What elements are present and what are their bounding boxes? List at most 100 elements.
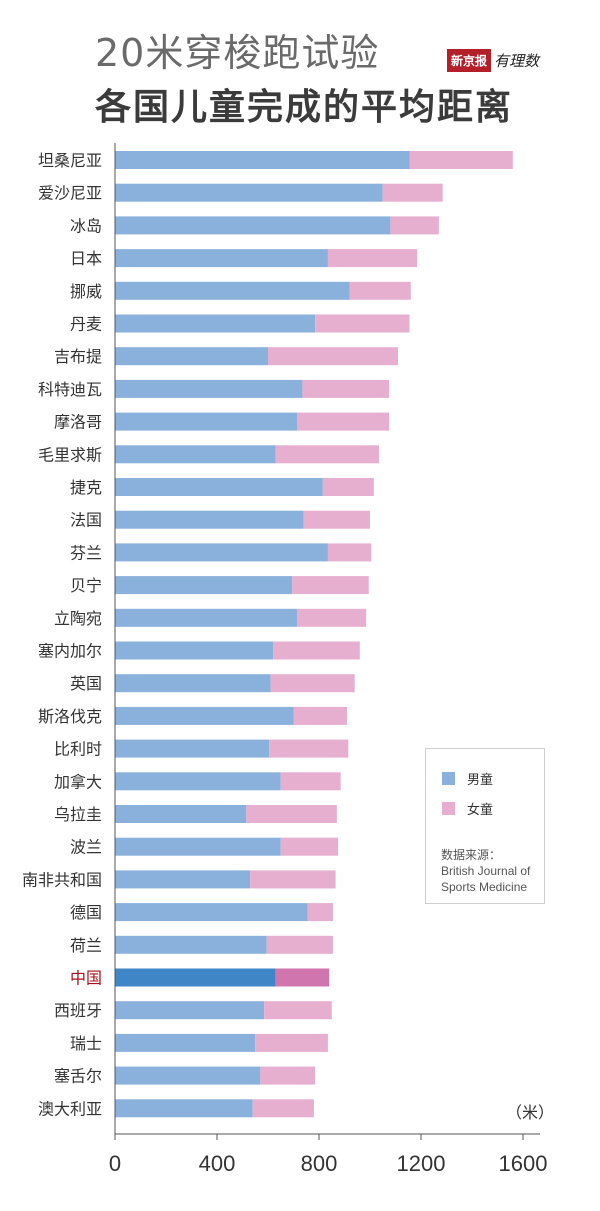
- bar-girls-18: [269, 739, 349, 758]
- data-source-line2: Sports Medicine: [441, 880, 528, 894]
- category-label-29: 澳大利亚: [38, 1099, 102, 1118]
- category-label-11: 法国: [70, 511, 102, 530]
- legend-label-boys: 男童: [467, 773, 494, 788]
- bar-boys-15: [115, 641, 274, 660]
- bar-boys-28: [115, 1066, 261, 1085]
- brand-logo: 新京报 有理数: [447, 48, 539, 72]
- bar-girls-17: [293, 706, 348, 725]
- category-label-10: 捷克: [70, 478, 102, 497]
- legend-swatch-girls: [442, 802, 455, 815]
- bar-girls-25: [275, 968, 330, 987]
- category-label-6: 吉布提: [54, 347, 102, 366]
- bar-girls-1: [382, 183, 443, 202]
- x-tick-label-4: 1600: [499, 1151, 548, 1176]
- bar-girls-0: [409, 151, 513, 169]
- bar-girls-12: [327, 543, 372, 562]
- legend-item-girls: 女童: [442, 799, 493, 818]
- bar-girls-2: [390, 216, 439, 235]
- bar-girls-16: [270, 674, 355, 693]
- legend-swatch-boys: [442, 772, 455, 785]
- category-label-19: 加拿大: [54, 772, 102, 791]
- category-label-1: 爱沙尼亚: [38, 184, 102, 203]
- bar-girls-22: [250, 870, 336, 889]
- bar-boys-14: [115, 608, 298, 627]
- bar-boys-5: [115, 314, 316, 333]
- category-label-20: 乌拉圭: [54, 805, 102, 824]
- bar-boys-19: [115, 772, 281, 791]
- bar-boys-8: [115, 412, 298, 431]
- brand-logo-name: 新京报: [447, 48, 492, 72]
- bar-boys-20: [115, 805, 247, 823]
- bar-boys-7: [115, 379, 303, 398]
- category-label-24: 荷兰: [70, 936, 102, 955]
- category-label-26: 西班牙: [54, 1001, 102, 1020]
- category-label-16: 英国: [70, 674, 102, 693]
- bar-boys-21: [115, 837, 281, 856]
- legend-box: 男童 女童 数据来源： British Journal of Sports Me…: [425, 748, 545, 904]
- category-label-4: 挪威: [70, 282, 102, 301]
- bar-girls-23: [307, 903, 334, 922]
- data-source-line1: British Journal of: [441, 864, 531, 878]
- bar-girls-14: [297, 608, 367, 627]
- bar-girls-20: [246, 805, 337, 823]
- brand-logo-sub: 有理数: [494, 51, 540, 70]
- bar-boys-9: [115, 445, 276, 464]
- bar-boys-29: [115, 1099, 253, 1118]
- bar-boys-6: [115, 347, 268, 366]
- bar-girls-8: [297, 412, 390, 431]
- bar-girls-19: [280, 772, 341, 791]
- bar-boys-12: [115, 543, 328, 562]
- category-label-2: 冰岛: [70, 216, 102, 235]
- bar-boys-17: [115, 706, 294, 725]
- category-label-17: 斯洛伐克: [38, 707, 102, 726]
- bar-girls-9: [275, 445, 379, 464]
- x-tick-label-3: 1200: [397, 1151, 446, 1176]
- category-label-8: 摩洛哥: [54, 413, 102, 432]
- x-tick-label-1: 400: [199, 1151, 236, 1176]
- chart-title-line1: 20米穿梭跑试验: [95, 31, 380, 75]
- unit-label: （米）: [506, 1103, 554, 1122]
- legend-item-boys: 男童: [442, 769, 493, 788]
- bar-boys-25: [115, 968, 276, 987]
- x-tick-label-2: 800: [301, 1151, 338, 1176]
- x-tick-label-0: 0: [109, 1151, 121, 1176]
- bar-girls-6: [268, 347, 399, 366]
- category-label-22: 南非共和国: [22, 870, 102, 889]
- bar-boys-4: [115, 281, 350, 300]
- bar-girls-4: [349, 281, 411, 300]
- bar-girls-3: [327, 249, 418, 268]
- bar-girls-24: [266, 935, 334, 954]
- chart-title-line2: 各国儿童完成的平均距离: [95, 87, 514, 128]
- category-label-12: 芬兰: [70, 543, 102, 562]
- bar-girls-15: [273, 641, 360, 660]
- data-source-label: 数据来源：: [441, 848, 502, 862]
- category-label-18: 比利时: [54, 740, 102, 759]
- bar-boys-13: [115, 576, 293, 595]
- bar-girls-29: [252, 1099, 314, 1118]
- bar-girls-11: [303, 510, 370, 529]
- bar-boys-10: [115, 478, 323, 496]
- category-label-28: 塞舌尔: [54, 1067, 102, 1086]
- category-label-14: 立陶宛: [54, 609, 102, 628]
- bar-boys-11: [115, 510, 304, 529]
- bar-boys-0: [115, 151, 410, 169]
- category-label-15: 塞内加尔: [38, 642, 102, 661]
- category-label-27: 瑞士: [70, 1034, 102, 1053]
- bar-girls-21: [280, 837, 339, 856]
- bar-boys-26: [115, 1001, 265, 1020]
- category-label-9: 毛里求斯: [38, 445, 102, 464]
- bar-boys-2: [115, 216, 391, 235]
- legend-label-girls: 女童: [467, 803, 494, 818]
- bar-boys-24: [115, 935, 267, 954]
- bar-boys-3: [115, 249, 328, 268]
- category-label-21: 波兰: [70, 838, 102, 857]
- bar-boys-16: [115, 674, 271, 693]
- category-label-13: 贝宁: [70, 576, 102, 595]
- bar-boys-1: [115, 183, 383, 202]
- bar-girls-7: [302, 379, 390, 398]
- bar-boys-23: [115, 903, 308, 922]
- category-label-7: 科特迪瓦: [38, 380, 102, 399]
- bar-boys-18: [115, 739, 270, 758]
- data-source: 数据来源： British Journal of Sports Medicine: [441, 847, 530, 895]
